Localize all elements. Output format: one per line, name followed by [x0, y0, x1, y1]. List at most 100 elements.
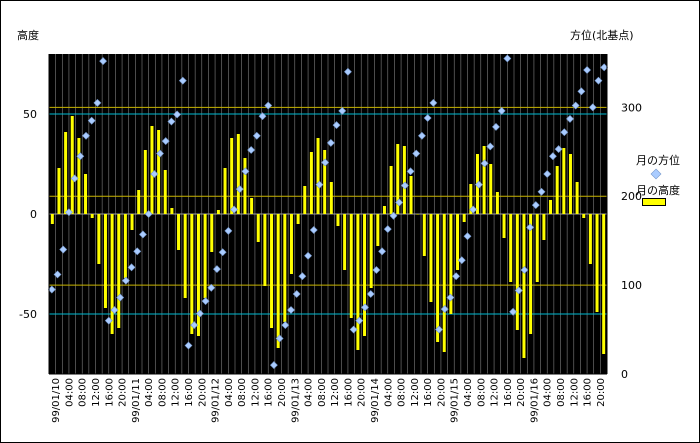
azimuth-point: [509, 307, 517, 316]
x-tick-label: 20:00: [596, 378, 607, 407]
azimuth-point: [321, 158, 330, 167]
altitude-bar: [303, 186, 307, 214]
azimuth-point: [355, 316, 364, 325]
x-tick-label: 16:00: [104, 378, 115, 407]
x-tick-label: 04:00: [64, 378, 75, 407]
x-tick-label: 99/01/11: [131, 378, 142, 423]
legend-marker-azimuth: [650, 168, 662, 180]
azimuth-point: [526, 223, 535, 232]
altitude-bar: [502, 214, 506, 238]
altitude-bar: [270, 214, 274, 328]
altitude-bar: [449, 214, 453, 314]
altitude-bar: [389, 166, 393, 214]
azimuth-point: [275, 334, 284, 343]
x-tick-label: 12:00: [171, 378, 182, 407]
azimuth-point: [235, 185, 244, 194]
x-tick-label: 16:00: [343, 378, 354, 407]
x-tick-label: 16:00: [184, 378, 195, 407]
altitude-bar: [84, 174, 88, 214]
altitude-bar: [250, 198, 254, 214]
azimuth-point: [76, 152, 85, 161]
x-tick-label: 20:00: [277, 378, 288, 407]
altitude-bar: [210, 214, 214, 252]
azimuth-point: [82, 131, 90, 140]
x-tick-label: 99/01/16: [529, 378, 540, 423]
azimuth-point: [395, 198, 404, 207]
azimuth-point: [156, 149, 164, 158]
altitude-bar: [343, 214, 347, 270]
x-tick-label: 99/01/12: [211, 378, 222, 423]
x-tick-label: 20:00: [118, 378, 129, 407]
altitude-bar: [190, 214, 194, 334]
altitude-bar: [396, 144, 400, 214]
azimuth-point: [184, 341, 193, 350]
legend-label-altitude: 月の高度: [636, 184, 680, 197]
azimuth-point: [406, 167, 415, 176]
azimuth-point: [543, 170, 552, 178]
x-tick-label: 20:00: [197, 378, 208, 407]
azimuth-point: [332, 121, 341, 130]
x-tick-label: 04:00: [383, 378, 394, 407]
x-tick-label: 12:00: [569, 378, 580, 407]
azimuth-point: [583, 66, 591, 74]
azimuth-point: [173, 110, 182, 119]
altitude-bar: [143, 150, 147, 214]
altitude-bar: [256, 214, 260, 242]
x-tick-label: 04:00: [543, 378, 554, 407]
azimuth-point: [566, 114, 574, 123]
azimuth-point: [298, 272, 307, 281]
azimuth-point: [480, 159, 489, 168]
x-tick-label: 12:00: [490, 378, 501, 407]
altitude-bar: [103, 214, 107, 308]
azimuth-point: [474, 180, 483, 189]
altitude-bar: [495, 192, 499, 214]
azimuth-point: [258, 112, 267, 121]
left-tick-label: 0: [30, 208, 37, 221]
azimuth-point: [252, 131, 261, 140]
azimuth-point: [452, 272, 461, 281]
left-tick-label: 50: [23, 108, 37, 121]
altitude-bar: [442, 214, 446, 352]
azimuth-point: [389, 211, 398, 220]
altitude-bar: [588, 214, 592, 264]
azimuth-point: [207, 283, 216, 292]
right-axis-title: 方位(北基点): [570, 29, 634, 42]
altitude-bar: [469, 184, 473, 214]
azimuth-point: [349, 325, 358, 334]
altitude-bar: [429, 214, 433, 302]
altitude-bar: [582, 214, 586, 218]
altitude-bar: [369, 214, 373, 288]
azimuth-point: [457, 256, 466, 265]
x-tick-label: 04:00: [463, 378, 474, 407]
azimuth-point: [59, 245, 68, 254]
azimuth-point: [201, 297, 210, 306]
x-tick-label: 99/01/15: [450, 378, 461, 423]
altitude-bar: [97, 214, 101, 264]
right-tick-label: 100: [621, 279, 642, 292]
altitude-bar: [462, 214, 466, 222]
azimuth-point: [127, 263, 136, 272]
altitude-bar: [456, 214, 460, 270]
altitude-bar: [535, 214, 539, 282]
azimuth-point: [281, 321, 290, 330]
altitude-bar: [117, 214, 121, 328]
azimuth-point: [503, 54, 512, 63]
azimuth-point: [537, 187, 546, 196]
azimuth-point: [600, 63, 609, 72]
x-tick-label: 12:00: [410, 378, 421, 407]
azimuth-point: [577, 87, 586, 96]
azimuth-point: [87, 116, 96, 125]
altitude-bar: [555, 166, 559, 214]
azimuth-point: [554, 145, 563, 154]
altitude-bar: [177, 214, 181, 250]
azimuth-point: [218, 248, 227, 257]
altitude-bar: [568, 154, 572, 214]
azimuth-point: [178, 76, 187, 85]
altitude-bar: [489, 164, 493, 214]
x-tick-label: 99/01/14: [370, 378, 381, 423]
azimuth-point: [469, 205, 478, 214]
azimuth-point: [412, 149, 421, 158]
azimuth-point: [378, 247, 387, 256]
altitude-bar: [203, 214, 207, 298]
altitude-bar: [170, 208, 174, 214]
